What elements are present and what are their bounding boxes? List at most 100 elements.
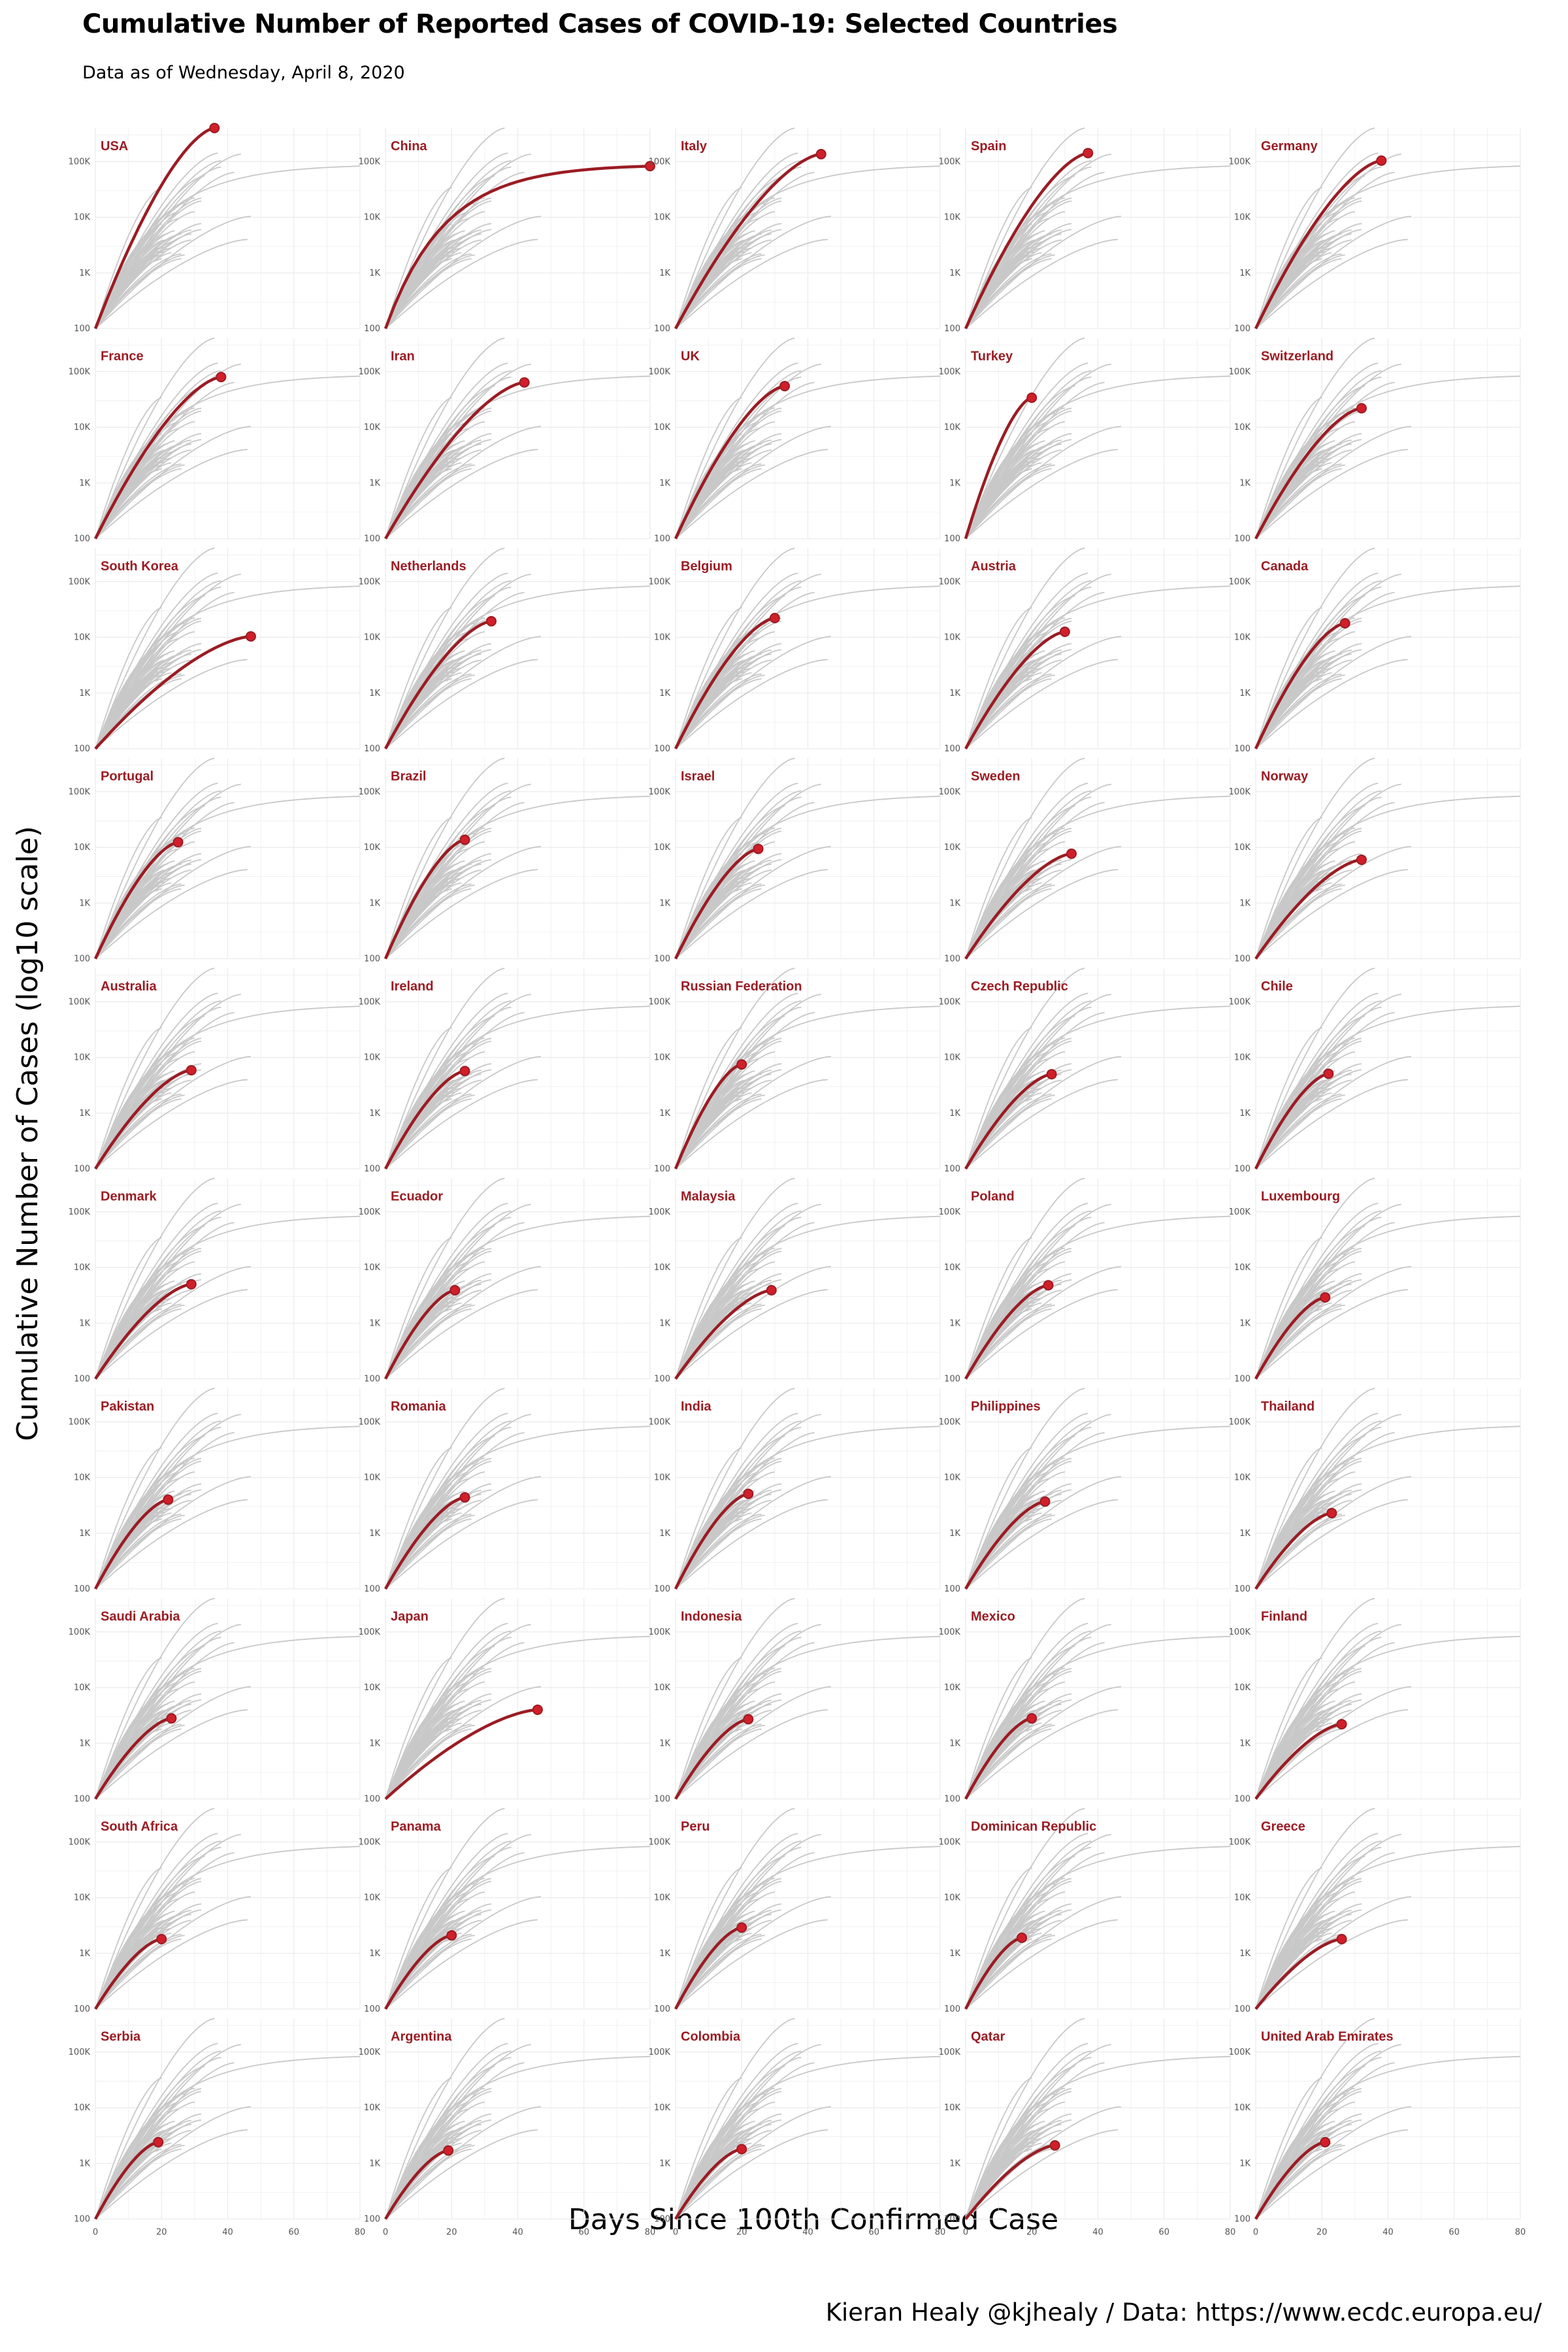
latest-point [1017,1933,1028,1944]
y-tick-label: 1K [79,269,90,278]
latest-point [779,380,791,391]
panel-label: Dominican Republic [971,1820,1096,1834]
x-tick-label: 40 [1092,2228,1103,2238]
background-country-line [1255,1388,1375,1590]
panel-netherlands: Netherlands 100 1K 10K 100K [359,547,651,754]
y-tick-label: 10K [944,633,961,643]
panel-label: Serbia [101,2030,141,2044]
y-tick-label: 100K [69,1417,91,1427]
background-country-line [385,1903,492,2010]
background-country-line [965,449,1118,540]
background-country-line [385,1476,542,1590]
background-country-line [965,881,1029,959]
background-country-line [385,1266,542,1380]
background-country-line [385,853,492,959]
background-country-line [1255,1511,1319,1590]
y-tick-label: 10K [944,2103,961,2113]
background-country-line [1255,1919,1408,2010]
highlight-line [964,2144,1055,2220]
background-country-line [95,2106,252,2220]
y-tick-label: 100 [654,2004,670,2014]
background-country-line [965,1303,1052,1380]
y-tick-label: 10K [654,1263,671,1273]
y-tick-label: 100 [944,744,960,754]
y-tick-label: 1K [1239,898,1250,908]
background-country-line [385,1513,472,1590]
background-country-line [1255,841,1339,959]
panel-label: Indonesia [681,1610,742,1624]
background-country-line [385,397,452,539]
background-country-line [1255,853,1322,959]
y-tick-label: 1K [659,1318,670,1328]
background-country-line [965,1710,1062,1800]
y-tick-label: 100K [939,157,961,167]
y-tick-label: 1K [1239,1739,1250,1748]
background-country-line [1255,881,1326,959]
panel-label: Austria [971,559,1017,574]
background-country-line [965,2130,1062,2220]
background-country-line [95,1237,162,1379]
background-country-line [965,659,1118,749]
panel-czech-republic: Czech Republic 100 1K 10K 100K [939,968,1231,1174]
background-country-line [965,968,1085,1169]
background-country-line [95,449,191,540]
background-country-line [385,251,455,329]
background-country-line [1255,2130,1352,2220]
y-tick-label: 1K [1239,478,1250,488]
y-tick-label: 10K [364,843,381,853]
panel-label: Qatar [971,2030,1005,2044]
y-tick-label: 1K [949,689,960,698]
background-country-line [95,223,202,329]
background-country-line [675,2102,759,2219]
y-tick-label: 100K [1229,787,1251,797]
background-country-line [1255,757,1375,959]
background-country-line [1255,2077,1322,2219]
y-tick-label: 1K [79,898,90,908]
background-country-line [385,757,505,959]
background-country-line [965,1686,1122,1800]
background-country-line [675,636,832,749]
highlight-line [1254,1937,1342,2010]
background-country-line [965,1919,1118,2010]
background-country-line [385,1447,452,1590]
background-country-line [965,223,1072,329]
background-country-line [1255,421,1339,539]
x-tick-label: 0 [963,2228,968,2238]
background-country-line [965,1064,1032,1169]
y-tick-label: 10K [74,1053,91,1063]
latest-point [1339,617,1350,629]
background-country-line [95,1289,248,1380]
x-tick-label: 0 [93,2228,98,2238]
y-tick-label: 10K [944,1053,961,1063]
y-tick-label: 100 [1234,1795,1250,1805]
panel-turkey: Turkey 100 1K 10K 100K [939,337,1231,544]
x-tick-label: 80 [355,2228,366,2238]
background-country-line [675,1177,795,1379]
background-country-line [385,337,505,539]
highlight-line [93,840,179,960]
highlight-line [674,1288,772,1380]
background-country-line [1255,845,1412,960]
background-country-line [675,644,742,749]
background-country-line [385,1724,475,1800]
panel-finland: Finland 100 1K 10K 100K [1229,1597,1521,1805]
background-country-line [385,2114,452,2219]
background-country-line [1255,1064,1322,1169]
background-country-line [675,238,828,329]
background-country-line [1255,2114,1322,2219]
background-country-line [965,1709,1118,1800]
background-country-line [965,673,1052,749]
background-country-line [675,1513,762,1590]
background-country-line [385,223,492,329]
background-country-line [1255,2102,1339,2219]
y-tick-label: 100 [74,1795,90,1805]
background-country-line [965,1388,1085,1590]
panel-malaysia: Malaysia 100 1K 10K 100K [649,1177,941,1384]
background-country-line [675,127,795,329]
panel-uk: UK 100 1K 10K 100K [649,337,941,544]
background-country-line [1255,337,1375,539]
latest-point [766,1284,777,1296]
background-country-line [965,1682,1049,1799]
panel-label: Spain [971,139,1006,154]
panel-label: Russian Federation [681,979,802,994]
